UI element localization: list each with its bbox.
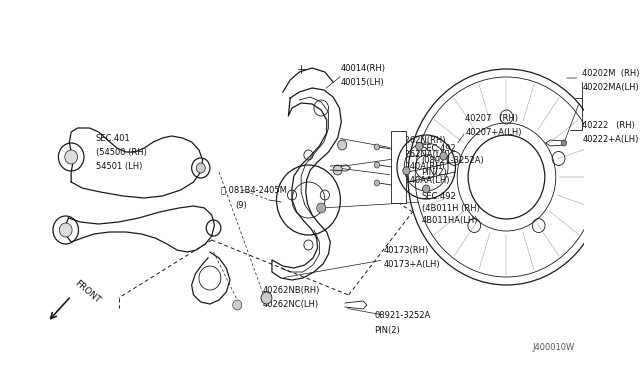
Text: 40207   (RH): 40207 (RH) xyxy=(465,113,518,122)
Circle shape xyxy=(415,142,423,150)
Text: (4B011H (RH): (4B011H (RH) xyxy=(422,203,479,212)
Text: 40262N(RH): 40262N(RH) xyxy=(394,135,445,144)
Text: 40015(LH): 40015(LH) xyxy=(340,77,384,87)
Text: ⒱ 081B4-2405M: ⒱ 081B4-2405M xyxy=(221,186,287,195)
Text: 40262NB(RH): 40262NB(RH) xyxy=(263,285,320,295)
Circle shape xyxy=(65,150,77,164)
Text: 40173(RH): 40173(RH) xyxy=(383,246,429,254)
Text: (54500 (RH): (54500 (RH) xyxy=(96,148,147,157)
Text: SEC.492: SEC.492 xyxy=(422,144,456,153)
Text: 40207+A(LH): 40207+A(LH) xyxy=(465,128,522,137)
Circle shape xyxy=(333,165,342,175)
Circle shape xyxy=(60,223,72,237)
Text: SEC.492: SEC.492 xyxy=(422,192,456,201)
Text: PIN(2): PIN(2) xyxy=(374,326,400,334)
Circle shape xyxy=(561,140,566,146)
Circle shape xyxy=(374,162,380,168)
Text: 40040A(RH): 40040A(RH) xyxy=(394,161,445,170)
Text: PIN(2): PIN(2) xyxy=(422,167,447,176)
Circle shape xyxy=(338,140,347,150)
Text: 40202MA(LH): 40202MA(LH) xyxy=(582,83,639,92)
Circle shape xyxy=(261,292,272,304)
Text: 40014(RH): 40014(RH) xyxy=(340,64,385,73)
Text: 40202M  (RH): 40202M (RH) xyxy=(582,68,640,77)
Text: 40173+A(LH): 40173+A(LH) xyxy=(383,260,440,269)
FancyBboxPatch shape xyxy=(392,131,406,203)
Circle shape xyxy=(374,180,380,186)
Text: (9): (9) xyxy=(236,201,247,209)
Circle shape xyxy=(196,163,205,173)
Circle shape xyxy=(422,185,430,193)
Text: SEC.401: SEC.401 xyxy=(96,134,131,142)
Text: 40262NC(LH): 40262NC(LH) xyxy=(263,299,319,308)
Circle shape xyxy=(317,203,326,213)
Text: (08921-3252A): (08921-3252A) xyxy=(422,155,484,164)
Text: 40222   (RH): 40222 (RH) xyxy=(582,121,635,129)
Text: 40222+A(LH): 40222+A(LH) xyxy=(582,135,639,144)
Circle shape xyxy=(374,144,380,150)
Text: 54501 (LH): 54501 (LH) xyxy=(96,161,142,170)
Circle shape xyxy=(233,300,242,310)
Text: 40040AA(LH): 40040AA(LH) xyxy=(394,176,450,185)
Text: J400010W: J400010W xyxy=(532,343,575,352)
Text: 40262NA(LH): 40262NA(LH) xyxy=(394,150,450,158)
Circle shape xyxy=(440,152,447,160)
Text: 08921-3252A: 08921-3252A xyxy=(374,311,431,321)
Text: 4B011HA(LH): 4B011HA(LH) xyxy=(422,215,478,224)
Circle shape xyxy=(403,167,410,175)
Text: FRONT: FRONT xyxy=(73,279,102,305)
